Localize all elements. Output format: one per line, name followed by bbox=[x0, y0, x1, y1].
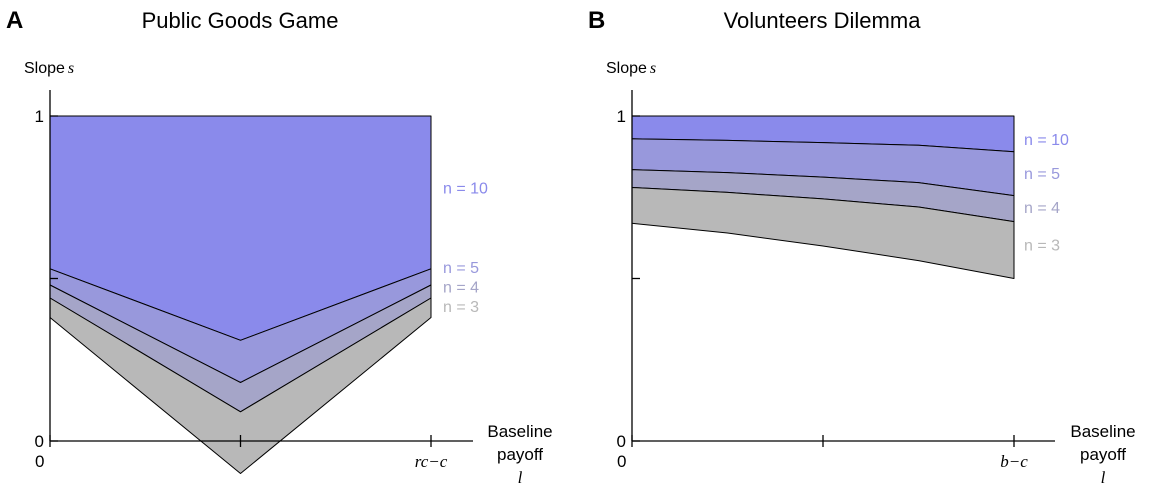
tick-layer: 0 rc−c 0 1 bbox=[35, 107, 448, 471]
area-band-n-3 bbox=[631, 187, 1015, 279]
series-label-layer: n = 10 n = 5 n = 4 n = 3 bbox=[443, 181, 488, 317]
y-axis-label: Slope s bbox=[24, 60, 74, 77]
x-axis-label-line-2: payoff bbox=[1080, 445, 1126, 464]
series-label: n = 5 bbox=[443, 260, 479, 277]
x-axis-label-line-1: Baseline bbox=[1070, 422, 1135, 441]
series-label: n = 10 bbox=[1024, 132, 1069, 149]
series-label: n = 3 bbox=[1024, 237, 1060, 254]
chart-title: Volunteers Dilemma bbox=[724, 8, 922, 33]
series-label: n = 5 bbox=[1024, 166, 1060, 183]
axes bbox=[631, 90, 1055, 442]
area-layer bbox=[49, 115, 432, 474]
y-axis-label-text: Slope bbox=[24, 60, 65, 77]
y-tick-label: 0 bbox=[617, 432, 626, 451]
tick-layer: 0 b−c 0 1 bbox=[617, 107, 1029, 471]
x-tick-label: b−c bbox=[1000, 452, 1028, 471]
series-label: n = 4 bbox=[1024, 200, 1060, 217]
panel-letter: A bbox=[6, 7, 23, 34]
x-axis-symbol: l bbox=[1101, 468, 1106, 487]
x-axis-label-line-2: payoff bbox=[497, 445, 543, 464]
y-tick-label: 1 bbox=[35, 107, 44, 126]
panel-letter: B bbox=[588, 7, 605, 34]
area-layer bbox=[631, 115, 1015, 279]
y-axis-symbol: s bbox=[68, 60, 74, 77]
axes bbox=[49, 90, 473, 442]
y-axis-label-text: Slope bbox=[606, 60, 647, 77]
x-tick-label: rc−c bbox=[415, 452, 448, 471]
series-label-layer: n = 10 n = 5 n = 4 n = 3 bbox=[1024, 132, 1069, 255]
panel-b: B Volunteers Dilemma Slope s 0 b−c 0 1 n = 1… bbox=[588, 7, 1136, 487]
panel-a: A Public Goods Game Slope s 0 rc−c 0 1 n = 1… bbox=[6, 7, 553, 487]
x-tick-label: 0 bbox=[617, 452, 626, 471]
y-tick-label: 1 bbox=[617, 107, 626, 126]
y-tick-label: 0 bbox=[35, 432, 44, 451]
x-tick-label: 0 bbox=[35, 452, 44, 471]
y-axis-label: Slope s bbox=[606, 60, 656, 77]
chart-title: Public Goods Game bbox=[142, 8, 339, 33]
x-axis-label-line-1: Baseline bbox=[487, 422, 552, 441]
series-label: n = 10 bbox=[443, 181, 488, 198]
y-axis-symbol: s bbox=[650, 60, 656, 77]
series-label: n = 3 bbox=[443, 299, 479, 316]
series-label: n = 4 bbox=[443, 280, 479, 297]
x-axis-symbol: l bbox=[518, 468, 523, 487]
